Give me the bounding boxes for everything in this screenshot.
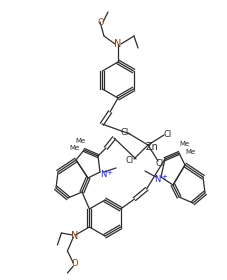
Text: Cl: Cl [155,158,163,167]
Text: N: N [114,39,121,49]
Text: O: O [97,18,104,27]
Text: Me: Me [179,141,189,147]
Text: Cl: Cl [125,155,133,165]
Text: N: N [70,231,78,241]
Text: Me: Me [69,145,79,151]
Text: N: N [99,169,106,179]
Text: Me: Me [185,149,195,155]
Text: Cl: Cl [120,127,128,137]
Text: Zn: Zn [145,142,158,152]
Text: Cl: Cl [163,130,171,139]
Text: +: + [106,170,111,176]
Text: Me: Me [74,138,85,144]
Text: +: + [160,174,166,180]
Text: O: O [71,260,77,269]
Text: N: N [153,174,160,183]
